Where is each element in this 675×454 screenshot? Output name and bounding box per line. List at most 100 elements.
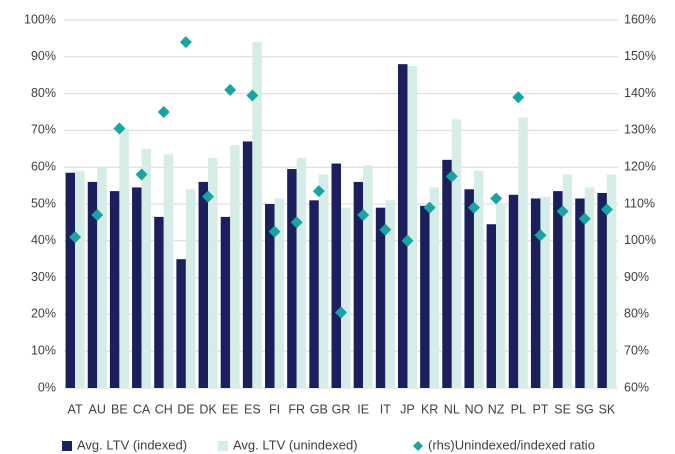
bar: [154, 216, 164, 388]
y2-tick-label: 100%: [624, 233, 656, 247]
legend-label: Avg. LTV (indexed): [77, 437, 187, 452]
marker: [290, 216, 303, 229]
bar: [97, 167, 107, 388]
y2-tick-label: 60%: [624, 380, 649, 394]
bar: [109, 191, 120, 388]
legend-label: (rhs)Unindexed/indexed ratio: [428, 437, 595, 452]
bar: [198, 181, 209, 388]
bar: [530, 198, 541, 388]
marker: [335, 306, 347, 319]
y-tick-label: 70%: [31, 123, 56, 137]
bar: [353, 181, 364, 388]
marker: [268, 225, 281, 238]
x-tick-label: SE: [554, 402, 571, 416]
marker: [135, 168, 148, 181]
y-tick-label: 60%: [31, 159, 56, 173]
marker: [512, 91, 525, 104]
bar: [208, 158, 218, 388]
x-tick-label: FR: [288, 402, 305, 416]
bar: [420, 205, 430, 388]
x-tick-label: NO: [465, 402, 484, 416]
bar: [486, 224, 497, 388]
y2-tick-label: 80%: [624, 307, 649, 321]
bar: [540, 196, 550, 388]
x-tick-label: NZ: [488, 402, 505, 416]
bar: [341, 207, 351, 388]
bar: [132, 187, 142, 388]
bar: [496, 204, 506, 388]
y2-tick-label: 90%: [624, 270, 649, 284]
marker: [113, 122, 126, 135]
bar: [451, 119, 462, 389]
y2-tick-label: 140%: [624, 86, 656, 100]
bar: [296, 158, 307, 388]
bar: [65, 172, 76, 388]
marker: [157, 106, 170, 118]
x-tick-label: IE: [357, 402, 369, 416]
bar: [375, 207, 386, 388]
bar: [242, 141, 253, 388]
bar: [584, 187, 595, 388]
legend-marker: [413, 441, 423, 451]
x-tick-label: NL: [444, 402, 460, 416]
marker: [91, 209, 104, 222]
bar: [252, 42, 262, 388]
bar: [562, 174, 573, 388]
marker: [401, 234, 414, 247]
bar: [119, 128, 129, 388]
x-tick-label: AT: [68, 402, 83, 416]
bar: [397, 64, 408, 388]
bar: [176, 259, 186, 388]
x-tick-label: EE: [222, 402, 239, 416]
bar: [331, 163, 341, 388]
y-tick-label: 90%: [31, 49, 56, 63]
marker: [379, 223, 392, 236]
y-tick-label: 30%: [31, 270, 56, 284]
y-tick-label: 80%: [31, 86, 56, 100]
x-tick-label: FI: [269, 402, 280, 416]
x-tick-label: SG: [576, 402, 594, 416]
bar: [163, 154, 174, 388]
legend-label: Avg. LTV (unindexed): [233, 437, 358, 452]
y2-tick-label: 120%: [624, 159, 656, 173]
marker: [423, 201, 436, 214]
marker: [534, 229, 547, 242]
x-tick-label: AU: [89, 402, 106, 416]
x-tick-label: GB: [310, 402, 328, 416]
y2-tick-label: 110%: [624, 196, 655, 210]
bar: [309, 200, 319, 388]
y-tick-label: 10%: [31, 343, 56, 357]
x-tick-label: DK: [199, 402, 217, 416]
y2-tick-label: 70%: [624, 343, 649, 357]
x-tick-label: KR: [421, 402, 438, 416]
bar: [87, 181, 98, 388]
marker: [578, 212, 591, 225]
bar: [473, 170, 484, 388]
marker: [179, 36, 192, 49]
bar: [230, 145, 240, 388]
bar: [318, 174, 329, 388]
x-tick-label: BE: [111, 402, 128, 416]
bar: [429, 187, 440, 388]
x-tick-label: GR: [332, 402, 351, 416]
y-tick-label: 0%: [38, 380, 56, 394]
bar: [407, 66, 417, 388]
bar: [265, 204, 275, 388]
bar: [464, 189, 474, 388]
legend-swatch: [218, 441, 228, 451]
y-tick-label: 20%: [31, 307, 56, 321]
marker: [202, 190, 215, 203]
bar: [287, 169, 297, 388]
marker: [600, 203, 613, 216]
x-tick-label: ES: [244, 402, 261, 416]
marker: [246, 89, 259, 102]
marker: [445, 170, 458, 183]
bar: [274, 198, 285, 388]
bar: [553, 191, 563, 388]
bar: [385, 200, 395, 388]
bar: [141, 148, 152, 388]
bar: [508, 194, 519, 388]
bar: [185, 189, 196, 388]
marker: [490, 192, 503, 205]
